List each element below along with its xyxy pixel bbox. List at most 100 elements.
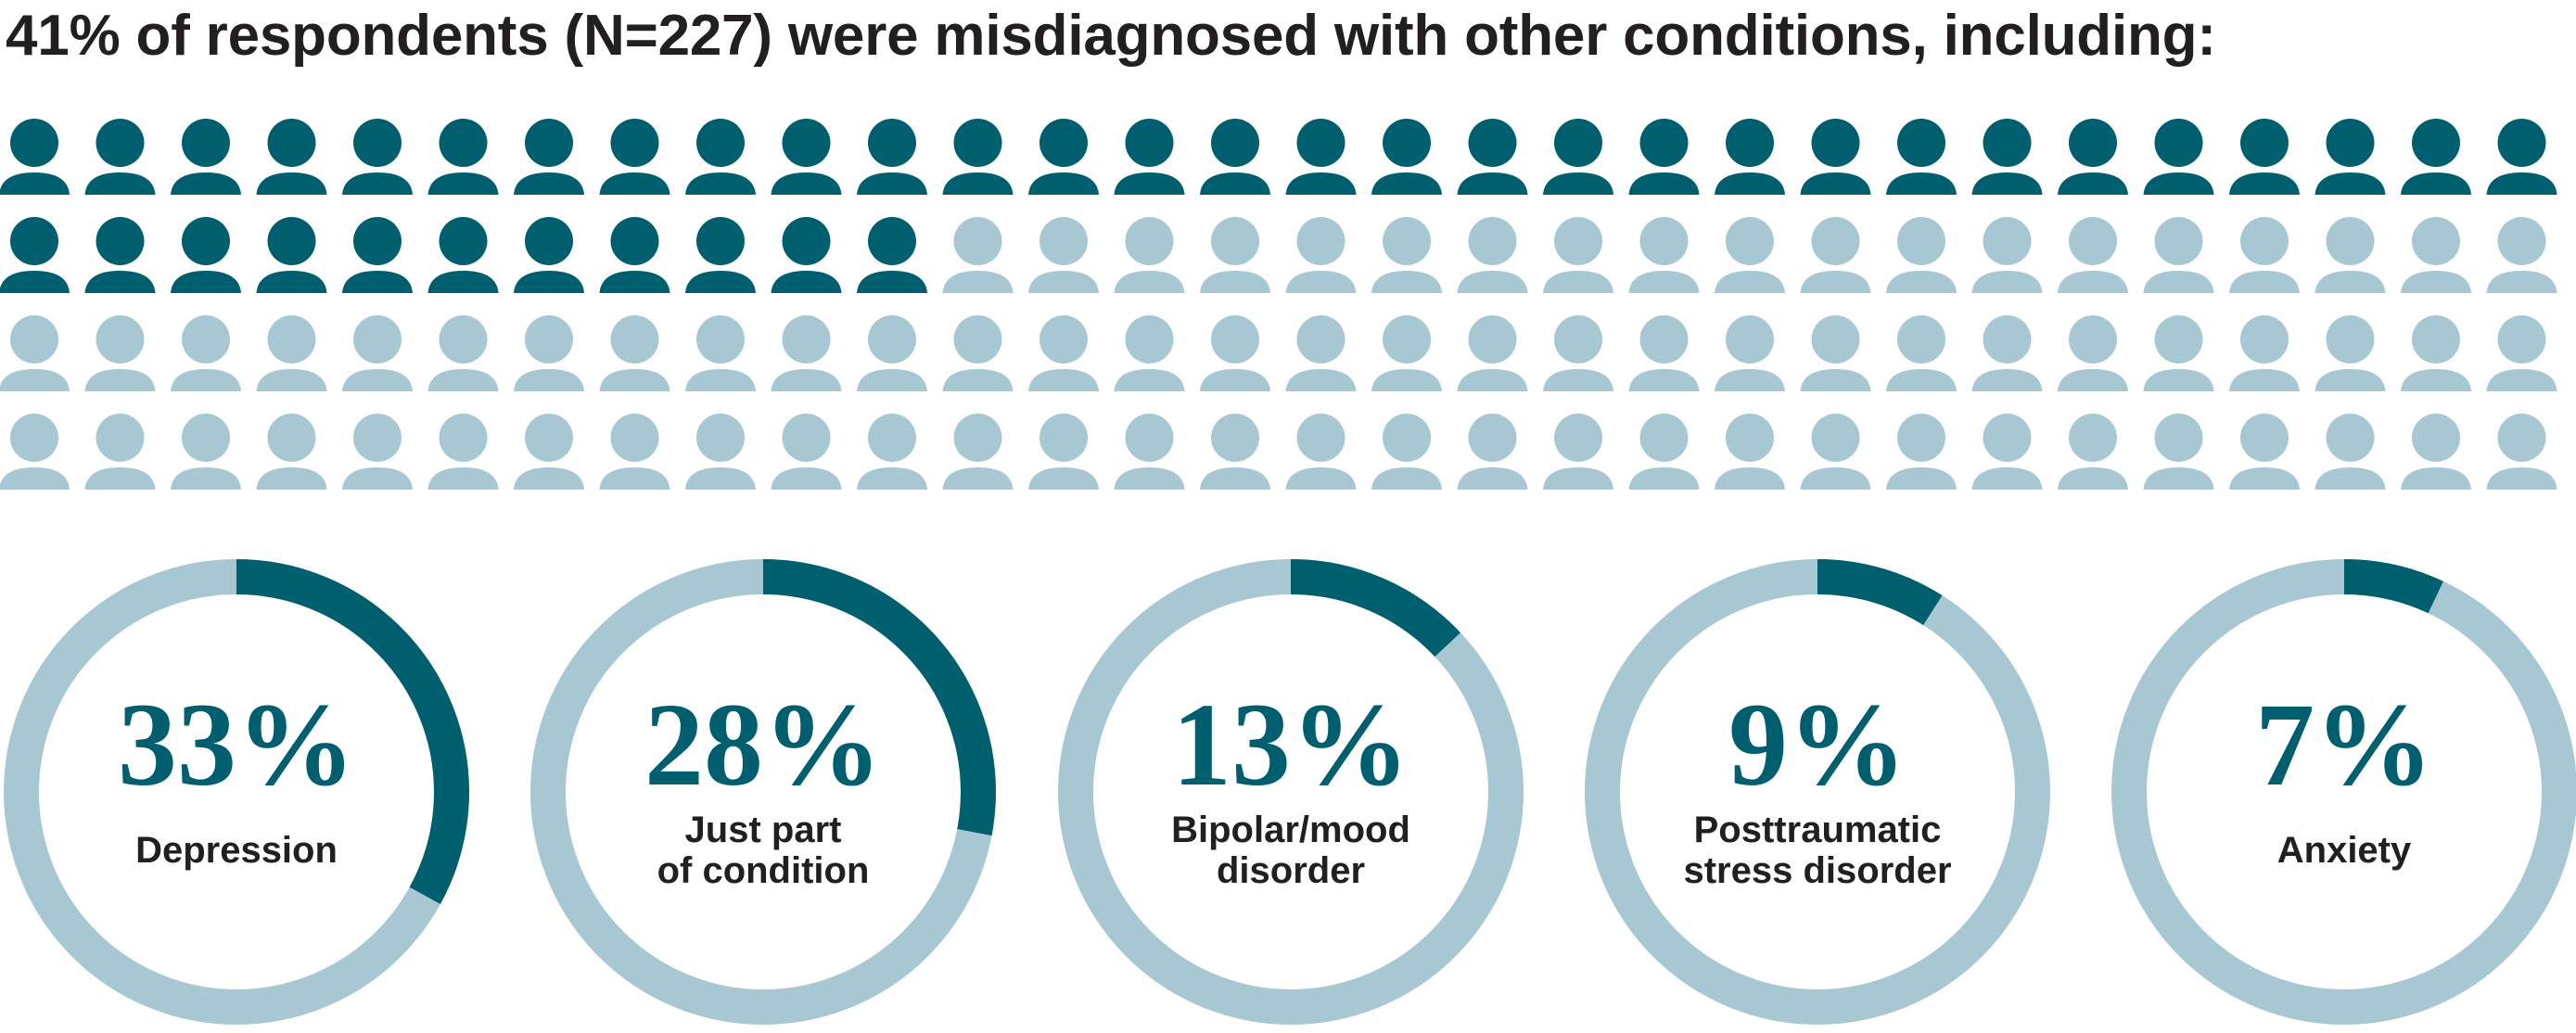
person-icon bbox=[342, 315, 413, 391]
person-body bbox=[599, 369, 670, 391]
person-body bbox=[1371, 172, 1442, 195]
person-icon bbox=[2315, 119, 2386, 195]
person-body bbox=[1628, 467, 1700, 490]
person-icon bbox=[857, 414, 927, 490]
person-head bbox=[1211, 119, 1259, 167]
person-body bbox=[1715, 172, 1785, 195]
person-head bbox=[2069, 119, 2117, 167]
person-icon bbox=[1543, 217, 1613, 293]
person-head bbox=[96, 119, 145, 167]
person-body bbox=[1371, 467, 1442, 490]
person-body bbox=[1028, 467, 1099, 490]
person-icon bbox=[1886, 315, 1957, 391]
person-icon bbox=[1543, 315, 1613, 391]
person-icon bbox=[599, 414, 670, 490]
person-icon bbox=[1971, 414, 2043, 490]
person-head bbox=[868, 414, 916, 462]
person-body bbox=[771, 467, 842, 490]
person-body bbox=[1971, 172, 2043, 195]
person-body bbox=[84, 369, 156, 391]
person-icon bbox=[427, 414, 499, 490]
person-body bbox=[514, 172, 584, 195]
person-body bbox=[1457, 369, 1528, 391]
person-icon bbox=[1628, 414, 1700, 490]
person-head bbox=[610, 217, 659, 265]
person-body bbox=[685, 172, 756, 195]
person-body bbox=[84, 271, 156, 293]
person-icon bbox=[1114, 414, 1185, 490]
chart-title: 41% of respondents (N=227) were misdiagn… bbox=[6, 4, 2216, 68]
person-body bbox=[2486, 369, 2557, 391]
person-body bbox=[2401, 172, 2471, 195]
person-body bbox=[1628, 271, 1700, 293]
person-head bbox=[1554, 119, 1602, 167]
person-icon bbox=[256, 315, 327, 391]
person-icon bbox=[427, 217, 499, 293]
person-head bbox=[2154, 414, 2203, 462]
person-body bbox=[1971, 271, 2043, 293]
person-body bbox=[2486, 467, 2557, 490]
person-head bbox=[2069, 217, 2117, 265]
person-head bbox=[2326, 315, 2375, 363]
pictogram-grid bbox=[0, 119, 2557, 490]
person-body bbox=[171, 369, 241, 391]
person-head bbox=[1125, 315, 1174, 363]
person-icon bbox=[2058, 119, 2128, 195]
donut-percent-label: 28% bbox=[644, 679, 882, 810]
person-head bbox=[2412, 414, 2460, 462]
person-head bbox=[1296, 414, 1345, 462]
person-icon bbox=[1715, 217, 1785, 293]
person-body bbox=[84, 467, 156, 490]
person-head bbox=[1811, 414, 1860, 462]
person-head bbox=[1639, 217, 1689, 265]
person-body bbox=[1543, 369, 1613, 391]
person-head bbox=[953, 315, 1002, 363]
person-body bbox=[1200, 369, 1270, 391]
person-body bbox=[1886, 172, 1957, 195]
person-head bbox=[1639, 119, 1689, 167]
person-head bbox=[953, 119, 1002, 167]
person-body bbox=[2401, 369, 2471, 391]
person-icon bbox=[1371, 119, 1442, 195]
person-icon bbox=[1628, 119, 1700, 195]
person-icon bbox=[1715, 315, 1785, 391]
person-icon bbox=[1371, 217, 1442, 293]
person-head bbox=[10, 414, 58, 462]
person-head bbox=[2497, 217, 2546, 265]
person-icon bbox=[1285, 315, 1357, 391]
person-icon bbox=[1800, 315, 1871, 391]
person-head bbox=[182, 217, 230, 265]
person-head bbox=[1897, 119, 1945, 167]
person-head bbox=[10, 119, 58, 167]
person-head bbox=[2154, 217, 2203, 265]
person-icon bbox=[171, 119, 241, 195]
person-icon bbox=[857, 217, 927, 293]
person-body bbox=[685, 271, 756, 293]
person-icon bbox=[0, 315, 70, 391]
person-head bbox=[1383, 217, 1431, 265]
person-head bbox=[2412, 315, 2460, 363]
person-head bbox=[1296, 315, 1345, 363]
person-icon bbox=[84, 315, 156, 391]
person-icon bbox=[1371, 315, 1442, 391]
person-icon bbox=[256, 217, 327, 293]
person-body bbox=[2058, 172, 2128, 195]
person-head bbox=[610, 414, 659, 462]
person-body bbox=[342, 467, 413, 490]
person-head bbox=[782, 414, 831, 462]
person-icon bbox=[1628, 315, 1700, 391]
person-head bbox=[353, 217, 402, 265]
person-body bbox=[1543, 172, 1613, 195]
person-head bbox=[1811, 217, 1860, 265]
person-body bbox=[514, 369, 584, 391]
person-body bbox=[1114, 369, 1185, 391]
donut-chart: 33% Depression bbox=[4, 559, 469, 1025]
person-body bbox=[942, 467, 1014, 490]
person-icon bbox=[342, 217, 413, 293]
person-body bbox=[2143, 467, 2214, 490]
person-body bbox=[942, 172, 1014, 195]
person-body bbox=[1114, 172, 1185, 195]
person-body bbox=[2315, 271, 2386, 293]
person-icon bbox=[1028, 414, 1099, 490]
person-body bbox=[1457, 467, 1528, 490]
